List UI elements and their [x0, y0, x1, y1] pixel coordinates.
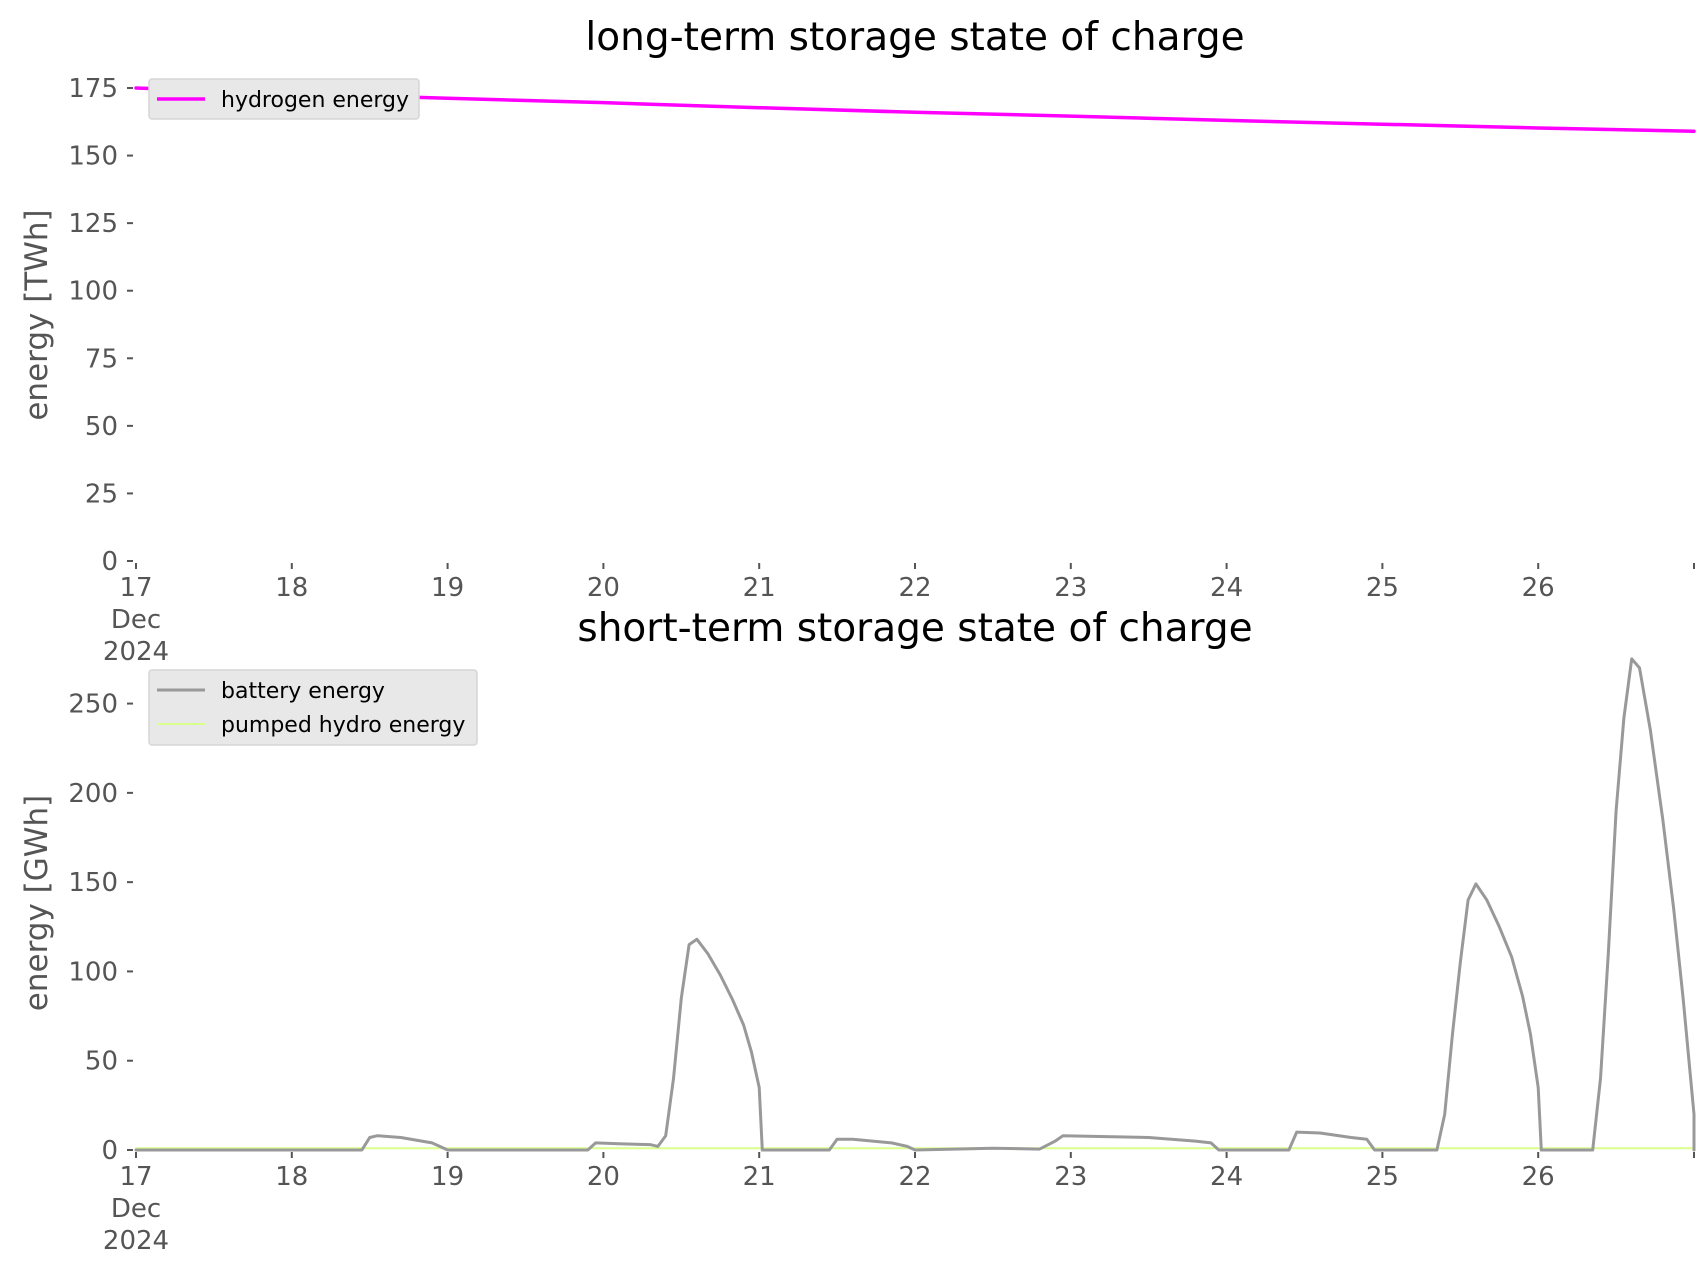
x-tick-label: 20	[587, 1162, 620, 1192]
legend-label: pumped hydro energy	[221, 713, 465, 738]
x-tick-label: 21	[743, 1162, 776, 1192]
x-tick-label: 17	[119, 1162, 152, 1192]
x-year-label: 2024	[103, 1226, 169, 1256]
y-tick-label: 200	[68, 779, 118, 809]
chart-title: short-term storage state of charge	[577, 606, 1252, 651]
x-tick-label: 24	[1210, 1162, 1243, 1192]
y-tick-label: 0	[101, 547, 118, 577]
legend: hydrogen energy	[148, 78, 420, 120]
long-term-storage-chart: long-term storage state of charge energy…	[19, 15, 1696, 667]
x-tick-label: 26	[1522, 1162, 1555, 1192]
x-tick-label: 23	[1054, 573, 1087, 603]
x-month-label: Dec	[111, 605, 161, 635]
y-axis-label: energy [TWh]	[19, 209, 55, 420]
y-tick-label: 100	[68, 277, 118, 307]
x-tick-label: 17	[119, 573, 152, 603]
plot-area: 0 25 50 75 100 125 150 175 17 18 19 20 21 22 23 24 25 26 D…	[68, 74, 1696, 667]
x-tick-label: 25	[1366, 1162, 1399, 1192]
series-line-hydrogen-energy	[134, 86, 1696, 133]
x-tick-label: 26	[1522, 573, 1555, 603]
x-tick-label: 22	[898, 573, 931, 603]
y-tick-label: 50	[85, 1047, 118, 1077]
x-tick-label: 20	[587, 573, 620, 603]
x-tick-label: 25	[1366, 573, 1399, 603]
y-tick-label: 175	[68, 74, 118, 104]
chart-title: long-term storage state of charge	[585, 15, 1244, 60]
y-tick-label: 50	[85, 412, 118, 442]
x-tick-label: 18	[275, 1162, 308, 1192]
legend-label: hydrogen energy	[221, 88, 409, 113]
plot-area: 0 50 100 150 200 250 17 18 19 20 21 22 23 24 25 26 Dec20…	[68, 657, 1696, 1256]
y-tick-label: 0	[101, 1136, 118, 1166]
x-tick-label: 19	[431, 573, 464, 603]
y-axis-label: energy [GWh]	[19, 795, 55, 1011]
x-month-label: Dec	[111, 1194, 161, 1224]
x-tick-label: 21	[743, 573, 776, 603]
legend-label: battery energy	[221, 679, 385, 704]
y-tick-label: 150	[68, 142, 118, 172]
legend-box	[148, 78, 420, 120]
x-tick-label: 22	[898, 1162, 931, 1192]
y-tick-label: 100	[68, 957, 118, 987]
x-tick-label: 23	[1054, 1162, 1087, 1192]
legend: battery energy pumped hydro energy	[148, 669, 478, 746]
x-year-label: 2024	[103, 637, 169, 667]
y-tick-label: 150	[68, 868, 118, 898]
y-tick-label: 250	[68, 690, 118, 720]
x-tick-label: 18	[275, 573, 308, 603]
legend-box	[148, 669, 478, 746]
y-tick-label: 75	[85, 344, 118, 374]
short-term-storage-chart: short-term storage state of charge energ…	[19, 606, 1696, 1256]
x-tick-label: 24	[1210, 573, 1243, 603]
series-line-battery-energy	[134, 657, 1696, 1152]
y-tick-label: 25	[85, 479, 118, 509]
y-tick-label: 125	[68, 209, 118, 239]
x-tick-label: 19	[431, 1162, 464, 1192]
